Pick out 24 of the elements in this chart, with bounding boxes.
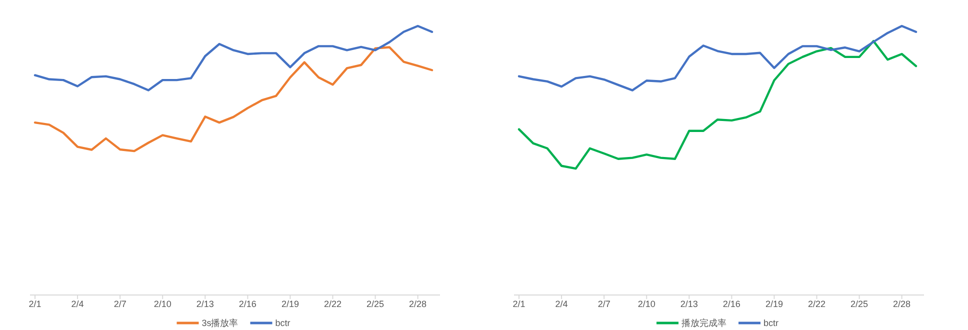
x-tick-label: 2/28: [409, 299, 427, 309]
x-tick-label: 2/10: [638, 299, 656, 309]
legend-label: bctr: [275, 318, 290, 328]
legend-label: 3s播放率: [202, 318, 238, 328]
x-tick-label: 2/1: [28, 299, 42, 309]
legend-label: bctr: [763, 318, 779, 328]
x-tick-label: 2/16: [238, 299, 256, 309]
legend-label: 播放完成率: [681, 318, 726, 328]
x-tick-label: 2/7: [598, 299, 610, 309]
x-tick-label: 2/10: [154, 299, 172, 309]
x-tick-label: 2/4: [555, 299, 568, 309]
x-tick-label: 2/19: [765, 299, 783, 309]
x-tick-label: 2/13: [196, 299, 214, 309]
x-tick-label: 2/1: [512, 299, 526, 309]
x-tick-label: 2/25: [366, 299, 384, 309]
x-tick-label: 2/28: [893, 299, 911, 309]
x-tick-label: 2/25: [850, 299, 868, 309]
x-tick-label: 2/22: [808, 299, 826, 309]
x-tick-label: 2/7: [114, 299, 126, 309]
x-tick-label: 2/4: [71, 299, 84, 309]
x-tick-label: 2/22: [324, 299, 342, 309]
x-tick-label: 2/19: [281, 299, 299, 309]
x-tick-label: 2/16: [722, 299, 740, 309]
x-tick-label: 2/13: [680, 299, 698, 309]
